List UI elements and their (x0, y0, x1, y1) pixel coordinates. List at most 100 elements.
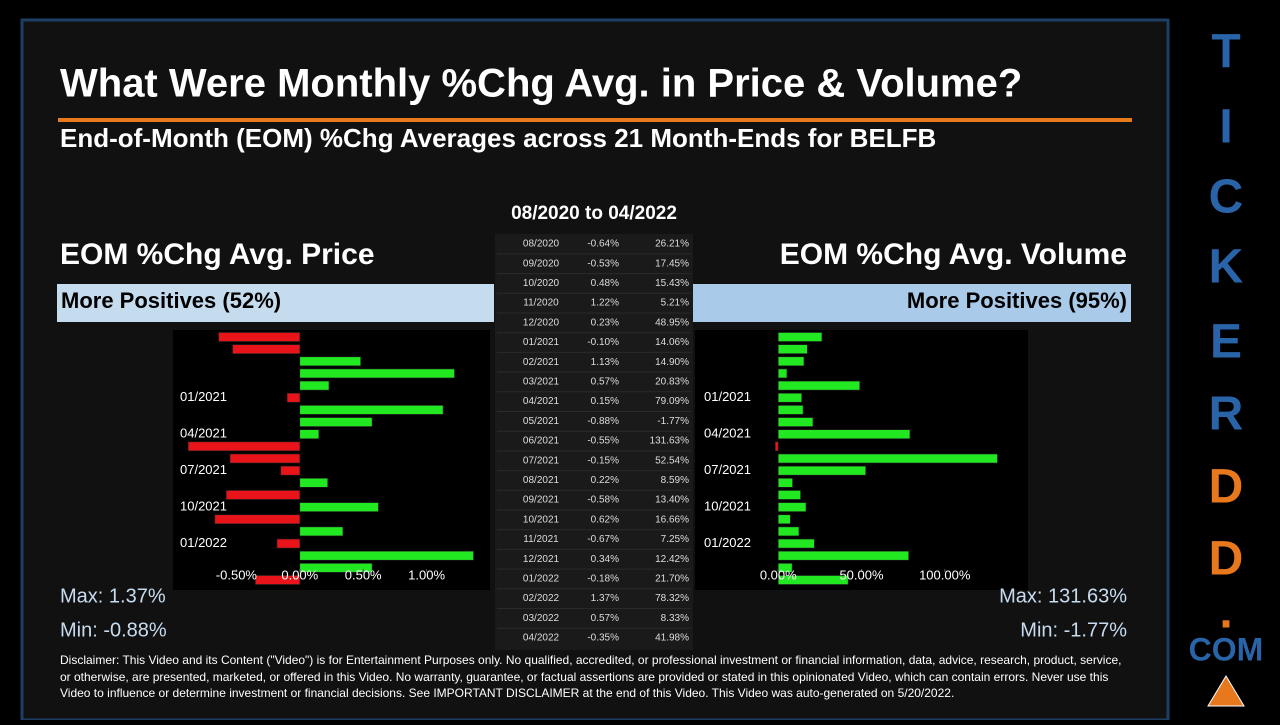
brand-letter: I (1219, 101, 1232, 154)
x-tick-label: 0.50% (345, 567, 382, 582)
bar (777, 453, 998, 464)
date-range: 08/2020 to 04/2022 (511, 203, 677, 224)
table-date: 04/2021 (523, 396, 560, 407)
table-date: 02/2022 (523, 593, 560, 604)
bar (777, 332, 823, 342)
brand-letter: D (1209, 461, 1244, 514)
table-volume: 8.33% (661, 613, 689, 624)
banner: More Positives (95%) (907, 288, 1127, 313)
chart-title: EOM %Chg Avg. Volume (780, 238, 1127, 271)
bar (218, 332, 301, 342)
table-volume: 12.42% (655, 554, 689, 565)
x-tick-label: 50.00% (839, 567, 884, 582)
table-price: 0.34% (591, 554, 619, 565)
x-tick-label: 0.00% (281, 567, 318, 582)
table-volume: 14.06% (655, 337, 689, 348)
table-date: 03/2022 (523, 613, 560, 624)
table-date: 10/2020 (523, 278, 560, 289)
y-tick-label: 01/2021 (704, 389, 751, 404)
bar (225, 490, 301, 500)
x-tick-label: 1.00% (408, 567, 445, 582)
y-tick-label: 04/2021 (704, 426, 751, 441)
bar (777, 550, 909, 561)
bar (229, 453, 301, 464)
brand-letter: COM (1189, 631, 1264, 667)
table-price: 0.57% (591, 613, 619, 624)
brand-letter: E (1210, 316, 1242, 369)
table-price: -0.10% (587, 337, 619, 348)
brand-letter: . (1219, 586, 1232, 639)
table-price: -0.55% (587, 436, 619, 447)
table-volume: 78.32% (655, 593, 689, 604)
x-tick-label: 0.00% (760, 567, 797, 582)
bar (775, 441, 779, 452)
table-price: 0.62% (591, 514, 619, 525)
y-tick-label: 01/2022 (704, 535, 751, 550)
table-date: 06/2021 (523, 436, 560, 447)
table-date: 09/2021 (523, 495, 560, 506)
disclaimer: Disclaimer: This Video and its Content (… (60, 653, 1122, 700)
table-date: 11/2020 (523, 298, 559, 309)
table-price: -0.64% (587, 239, 619, 250)
y-tick-label: 10/2021 (180, 499, 227, 514)
table-price: -0.15% (587, 455, 619, 466)
bar (299, 380, 330, 391)
table-volume: 21.70% (655, 574, 689, 585)
table-price: 0.48% (591, 278, 619, 289)
banner-bg (693, 284, 1131, 322)
table-volume: 15.43% (655, 278, 689, 289)
bar (299, 477, 328, 488)
x-tick-label: -0.50% (216, 567, 258, 582)
bar (777, 575, 849, 585)
y-tick-label: 07/2021 (180, 462, 227, 477)
table-price: -0.35% (587, 633, 619, 644)
table-date: 05/2021 (523, 416, 560, 427)
min-label: Min: -1.77% (1020, 619, 1127, 641)
bar (299, 405, 444, 415)
table-date: 08/2020 (523, 239, 560, 250)
table-volume: 48.95% (655, 317, 689, 328)
bar (299, 563, 373, 573)
table-volume: 8.59% (661, 475, 689, 486)
table-date: 03/2021 (523, 377, 560, 388)
table-date: 12/2020 (523, 317, 560, 328)
table-date: 08/2021 (523, 475, 560, 486)
table-date: 07/2021 (523, 455, 560, 466)
table-volume: 41.98% (655, 633, 689, 644)
brand-letter: D (1209, 533, 1244, 586)
banner-bg (57, 284, 494, 322)
table-price: 0.57% (591, 377, 619, 388)
bar (214, 514, 301, 525)
table-price: 1.13% (591, 357, 619, 368)
bar (777, 477, 793, 488)
bar (777, 563, 793, 573)
bar (777, 538, 815, 549)
bar (777, 417, 814, 427)
table-date: 10/2021 (523, 514, 560, 525)
bar (299, 502, 379, 512)
banner: More Positives (52%) (61, 288, 281, 313)
table-volume: 131.63% (650, 436, 690, 447)
bar (777, 490, 801, 500)
brand-letter: R (1209, 388, 1244, 441)
brand-letter: C (1209, 171, 1244, 224)
max-label: Max: 1.37% (60, 585, 166, 607)
table-price: 0.23% (591, 317, 619, 328)
table-price: -0.58% (587, 495, 619, 506)
table-price: -0.88% (587, 416, 619, 427)
min-label: Min: -0.88% (60, 619, 167, 641)
bar (777, 429, 911, 440)
table-price: -0.18% (587, 574, 619, 585)
bar (777, 380, 861, 391)
bar (286, 392, 301, 403)
table-date: 09/2020 (523, 258, 560, 269)
title: What Were Monthly %Chg Avg. in Price & V… (60, 62, 1022, 106)
bar (232, 344, 301, 354)
table-price: 0.15% (591, 396, 619, 407)
bar (777, 392, 802, 403)
table-price: 1.22% (591, 298, 619, 309)
table-volume: 20.83% (655, 377, 689, 388)
table-volume: -1.77% (657, 416, 689, 427)
